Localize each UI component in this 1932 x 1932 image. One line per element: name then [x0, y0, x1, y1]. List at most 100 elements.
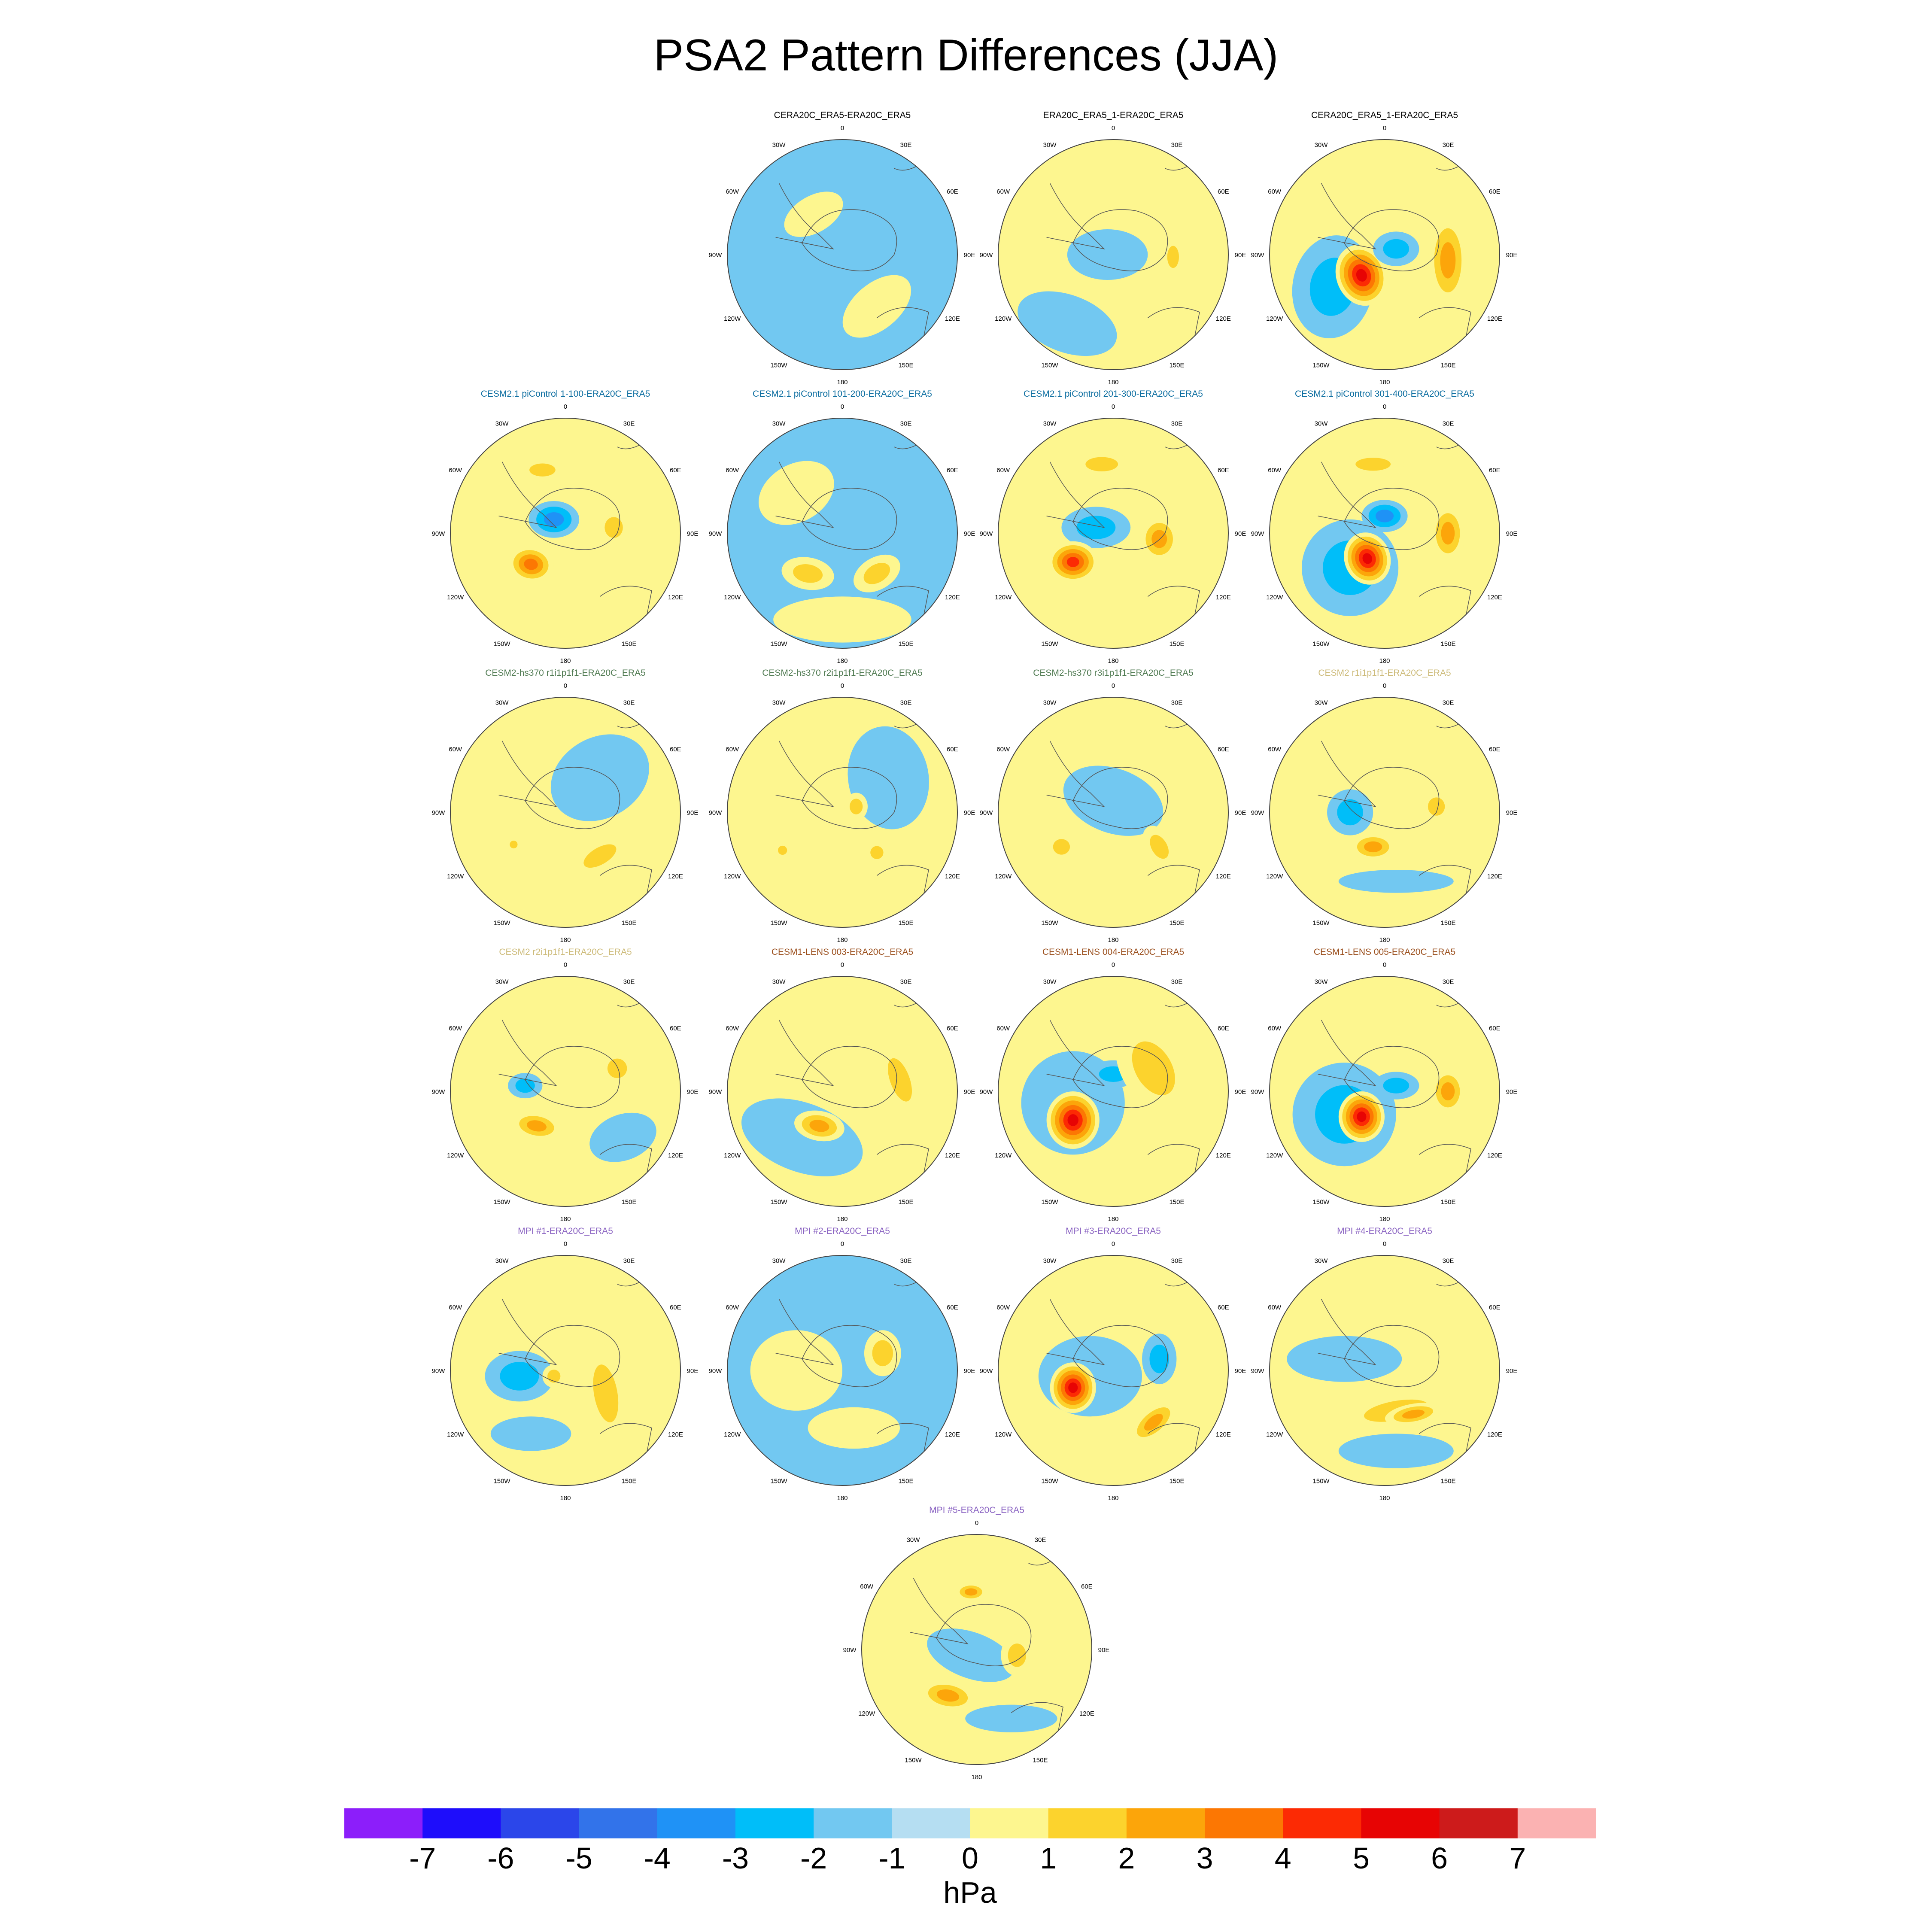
longitude-label: 180 — [971, 1774, 982, 1781]
longitude-label: 30W — [495, 420, 509, 428]
longitude-label: 150E — [1440, 919, 1455, 927]
contour-level — [1337, 799, 1363, 826]
longitude-label: 60E — [1218, 188, 1229, 195]
longitude-label: 90E — [1506, 1088, 1518, 1096]
map-panel: CERA20C_ERA5-ERA20C_ERA5 0 30E 60E 90E 120E 15… — [709, 110, 975, 386]
anomaly-field — [727, 418, 957, 648]
coastline-antarctica — [802, 1046, 897, 1108]
coastline-australia — [876, 307, 929, 341]
longitude-label: 180 — [560, 1215, 571, 1223]
longitude-label: 60W — [449, 1304, 462, 1311]
coastline-australia — [1419, 586, 1471, 620]
anomaly-field — [998, 976, 1228, 1206]
contour-level — [778, 845, 787, 855]
longitude-label: 0 — [1112, 125, 1115, 132]
map-panel: CESM1-LENS 004-ERA20C_ERA5 0 30E 60E 90E 120E… — [980, 947, 1246, 1223]
anomaly-field — [862, 1534, 1092, 1765]
panel-title: CESM2-hs370 r2i1p1f1-ERA20C_ERA5 — [762, 668, 923, 678]
contour-level — [872, 1340, 893, 1367]
longitude-label: 30W — [495, 978, 509, 986]
longitude-label: 150W — [770, 640, 787, 647]
longitude-label: 60E — [947, 188, 958, 195]
coastline-australia — [876, 1423, 929, 1457]
coastline-south-america — [1318, 462, 1376, 528]
contour-level — [750, 1330, 843, 1411]
longitude-label: 0 — [1383, 403, 1386, 410]
longitude-label: 60W — [726, 188, 739, 195]
map-panel: CESM2.1 piControl 201-300-ERA20C_ERA5 0 30… — [980, 389, 1246, 665]
map-panel: ERA20C_ERA5_1-ERA20C_ERA5 0 30E 60E 90E 120E 1… — [980, 110, 1246, 386]
longitude-label: 60W — [996, 188, 1010, 195]
contour-level — [1076, 516, 1116, 539]
coastline-antarctica — [525, 488, 620, 550]
longitude-label: 120W — [1266, 1152, 1283, 1159]
longitude-label: 120W — [447, 1152, 464, 1159]
longitude-label: 60W — [726, 1025, 739, 1032]
longitude-label: 60E — [1489, 188, 1501, 195]
colorbar-swatch — [814, 1808, 892, 1838]
map-panel: MPI #3-ERA20C_ERA5 0 30E 60E 90E 120E 150E 180 1… — [980, 1226, 1246, 1502]
longitude-label: 90E — [1235, 1367, 1246, 1375]
longitude-label: 120E — [668, 594, 683, 601]
coastline-south-america — [775, 1299, 834, 1365]
field-background — [450, 1255, 680, 1485]
longitude-label: 30E — [1443, 1258, 1454, 1265]
longitude-label: 150E — [621, 919, 636, 927]
coastline-south-america — [1046, 1020, 1105, 1086]
contour-level — [515, 1078, 535, 1093]
longitude-label: 60E — [947, 1304, 958, 1311]
longitude-label: 0 — [1383, 1240, 1386, 1248]
anomaly-field — [727, 697, 957, 927]
panels-layer: CERA20C_ERA5-ERA20C_ERA5 0 30E 60E 90E 120E 15… — [432, 110, 1518, 1781]
longitude-label: 120W — [724, 1431, 741, 1438]
colorbar-tick-label: 4 — [1275, 1841, 1291, 1875]
contour-level — [793, 564, 823, 583]
longitude-label: 60W — [449, 746, 462, 753]
colorbar-tick-label: 6 — [1431, 1841, 1448, 1875]
contour-level — [589, 1112, 656, 1162]
longitude-label: 30W — [1043, 420, 1057, 428]
coastline-australia — [1147, 1423, 1200, 1457]
map-boundary — [727, 697, 958, 928]
panel-title: MPI #4-ERA20C_ERA5 — [1337, 1226, 1432, 1236]
coastline-antarctica — [1072, 209, 1168, 271]
map-boundary — [727, 976, 958, 1207]
contour-level — [927, 1628, 1015, 1682]
map-boundary — [998, 418, 1229, 649]
longitude-label: 60W — [1268, 1025, 1282, 1032]
panel-title: CESM1-LENS 004-ERA20C_ERA5 — [1042, 947, 1184, 957]
contour-level — [1356, 269, 1367, 282]
contour-level — [1357, 1111, 1367, 1122]
contour-level — [1355, 458, 1391, 471]
longitude-label: 90E — [1235, 1088, 1246, 1096]
coastline-south-america — [910, 1578, 969, 1644]
contour-level — [1428, 797, 1445, 816]
longitude-label: 30E — [1171, 978, 1183, 986]
contour-level — [544, 512, 564, 527]
longitude-label: 90W — [980, 809, 993, 817]
longitude-label: 120W — [1266, 315, 1283, 322]
longitude-label: 60W — [726, 467, 739, 474]
longitude-label: 180 — [1379, 379, 1390, 386]
longitude-label: 60E — [670, 467, 681, 474]
longitude-label: 90W — [980, 1367, 993, 1375]
longitude-label: 60E — [1489, 746, 1501, 753]
coastline-south-america — [1046, 741, 1105, 807]
longitude-label: 60W — [1268, 1304, 1282, 1311]
map-panel: CESM2 r1i1p1f1-ERA20C_ERA5 0 30E 60E 90E 120E… — [1251, 668, 1518, 944]
contour-level — [1068, 1382, 1078, 1393]
colorbar-swatch — [1439, 1808, 1518, 1838]
contour-level — [607, 1058, 627, 1078]
contour-level — [550, 734, 649, 821]
longitude-label: 30E — [900, 1258, 912, 1265]
field-background — [727, 140, 957, 370]
longitude-label: 150W — [1312, 640, 1330, 647]
coastline-australia — [876, 865, 929, 899]
colorbar-tick-label: 7 — [1509, 1841, 1526, 1875]
longitude-label: 180 — [560, 936, 571, 944]
map-panel: CERA20C_ERA5_1-ERA20C_ERA5 0 30E 60E 90E 120E… — [1251, 110, 1518, 386]
coastline-south-america — [1046, 1299, 1105, 1365]
longitude-label: 150E — [1440, 1198, 1455, 1206]
longitude-label: 90W — [709, 809, 723, 817]
longitude-label: 0 — [841, 961, 844, 969]
